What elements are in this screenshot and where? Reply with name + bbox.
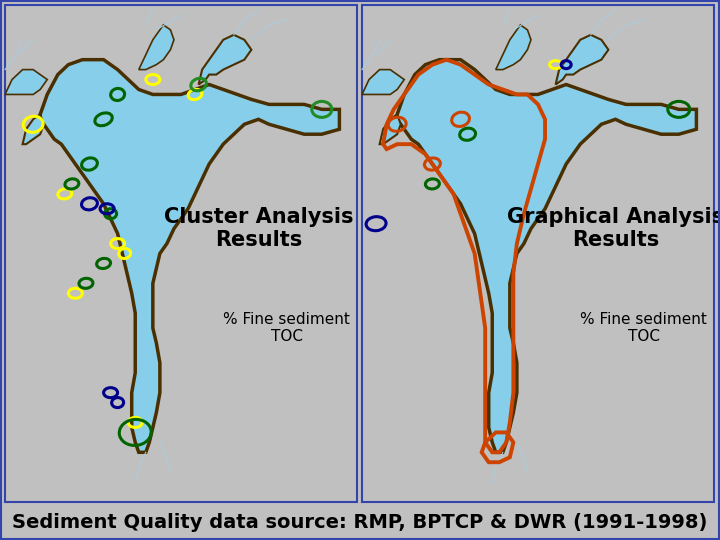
Polygon shape	[199, 35, 251, 85]
Polygon shape	[139, 25, 174, 70]
Text: Cluster Analysis
Results: Cluster Analysis Results	[163, 207, 354, 250]
Text: Sediment Quality data source: RMP, BPTCP & DWR (1991-1998): Sediment Quality data source: RMP, BPTCP…	[12, 512, 708, 531]
Text: % Fine sediment
TOC: % Fine sediment TOC	[223, 312, 350, 345]
Polygon shape	[362, 70, 404, 94]
Polygon shape	[379, 114, 401, 144]
Polygon shape	[496, 25, 531, 70]
Polygon shape	[556, 35, 608, 85]
Polygon shape	[397, 60, 696, 453]
Polygon shape	[5, 70, 48, 94]
Text: Graphical Analysis
Results: Graphical Analysis Results	[507, 207, 720, 250]
FancyBboxPatch shape	[5, 5, 357, 502]
FancyBboxPatch shape	[362, 5, 714, 502]
Text: % Fine sediment
TOC: % Fine sediment TOC	[580, 312, 707, 345]
Polygon shape	[22, 114, 44, 144]
Polygon shape	[40, 60, 339, 453]
